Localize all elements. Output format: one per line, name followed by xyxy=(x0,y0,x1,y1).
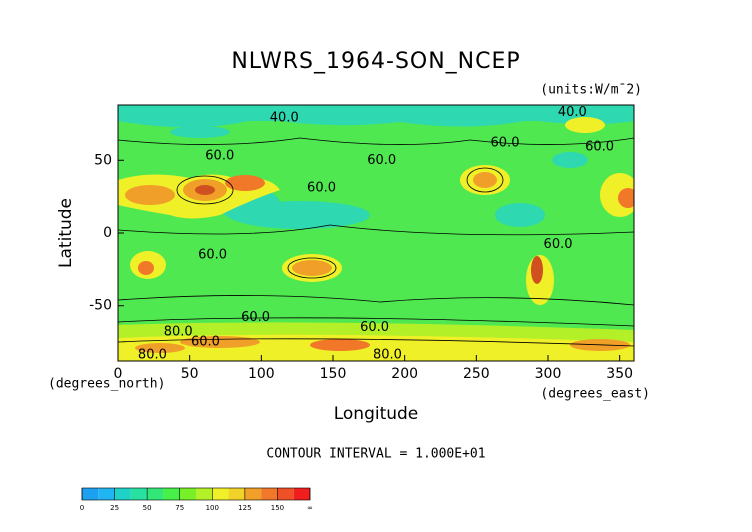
colorbar-swatch xyxy=(147,488,164,500)
colorbar-swatch xyxy=(277,488,294,500)
y-axis-label: Latitude xyxy=(56,198,76,268)
contour-label: 60.0 xyxy=(360,320,389,335)
colorbar-swatch xyxy=(98,488,115,500)
colorbar-swatch xyxy=(82,488,99,500)
footnote: CONTOUR INTERVAL = 1.000E+01 xyxy=(266,447,485,462)
chart-title: NLWRS_1964-SON_NCEP xyxy=(231,49,520,74)
contour-line xyxy=(118,224,634,236)
x-tick-label: 0 xyxy=(114,366,123,382)
contour-label: 60.0 xyxy=(491,135,520,150)
colorbar-swatch xyxy=(114,488,131,500)
field-band xyxy=(118,105,634,128)
x-tick-label: 50 xyxy=(181,366,199,382)
colorbar-tick-label: 25 xyxy=(110,504,119,512)
field-blob xyxy=(473,172,497,188)
x-tick-label: 150 xyxy=(320,366,347,382)
colorbar-swatch xyxy=(212,488,229,500)
field-blob xyxy=(138,261,154,275)
field-blob xyxy=(618,188,634,208)
contour-line xyxy=(287,257,337,279)
units: (units:W/m¯2) xyxy=(540,83,642,98)
contour-label: 60.0 xyxy=(191,335,220,350)
colorbar-tick-label: 100 xyxy=(206,504,219,512)
contour-label: 60.0 xyxy=(544,237,573,252)
field-blob xyxy=(531,256,543,284)
contour-label: 80.0 xyxy=(164,324,193,339)
x-tick-label: 200 xyxy=(391,366,418,382)
y-tick-label: 50 xyxy=(94,152,112,168)
contour-line xyxy=(176,175,234,205)
contour-line xyxy=(466,167,504,193)
field-blob xyxy=(292,260,332,276)
x-tick-label: 350 xyxy=(606,366,633,382)
colorbar-tick-label: ∞ xyxy=(307,504,313,512)
x-tick-label: 300 xyxy=(535,366,562,382)
field-blob xyxy=(225,175,265,191)
colorbar-swatch xyxy=(179,488,196,500)
y-unit: (degrees_north) xyxy=(48,377,165,392)
colorbar-tick-label: 125 xyxy=(238,504,251,512)
contour-label: 60.0 xyxy=(367,153,396,168)
field xyxy=(118,105,634,361)
colorbar-tick-label: 50 xyxy=(143,504,152,512)
field-blob xyxy=(170,126,230,138)
x-unit: (degrees_east) xyxy=(540,387,650,402)
colorbar-tick-label: 150 xyxy=(271,504,284,512)
contour-label: 80.0 xyxy=(373,348,402,363)
contour-line xyxy=(118,295,634,306)
y-tick-label: 0 xyxy=(103,225,112,241)
field-blob xyxy=(495,203,545,227)
contour-lines xyxy=(118,137,634,347)
contour-label: 60.0 xyxy=(205,148,234,163)
colorbar-swatch xyxy=(130,488,148,500)
field-blob xyxy=(310,339,370,351)
colorbar-swatch xyxy=(293,488,310,500)
contour-line xyxy=(118,317,634,327)
contour-label: 40.0 xyxy=(270,111,299,126)
x-tick-label: 100 xyxy=(248,366,275,382)
field-blob xyxy=(565,117,605,133)
colorbar-swatch xyxy=(163,488,180,500)
colorbar-swatch xyxy=(228,488,245,500)
x-tick-label: 250 xyxy=(463,366,490,382)
field-blob xyxy=(125,185,175,205)
colorbar-swatch xyxy=(244,488,262,500)
colorbar-swatch xyxy=(261,488,278,500)
colorbar-swatch xyxy=(196,488,213,500)
x-axis-label: Longitude xyxy=(334,404,419,424)
contour-label: 40.0 xyxy=(558,105,587,120)
contour-label: 60.0 xyxy=(585,140,614,155)
y-tick-label: -50 xyxy=(89,298,112,314)
contour-line xyxy=(118,137,634,145)
field-blob xyxy=(135,343,185,353)
colorbar-tick-label: 75 xyxy=(175,504,184,512)
contour-label: 60.0 xyxy=(307,180,336,195)
contour-line xyxy=(118,338,634,347)
contour-label: 80.0 xyxy=(138,348,167,363)
colorbar-tick-label: 0 xyxy=(80,504,84,512)
contour-label: 60.0 xyxy=(198,247,227,262)
contour-label: 60.0 xyxy=(241,310,270,325)
field-blob xyxy=(552,152,588,168)
field-blob xyxy=(195,185,215,195)
